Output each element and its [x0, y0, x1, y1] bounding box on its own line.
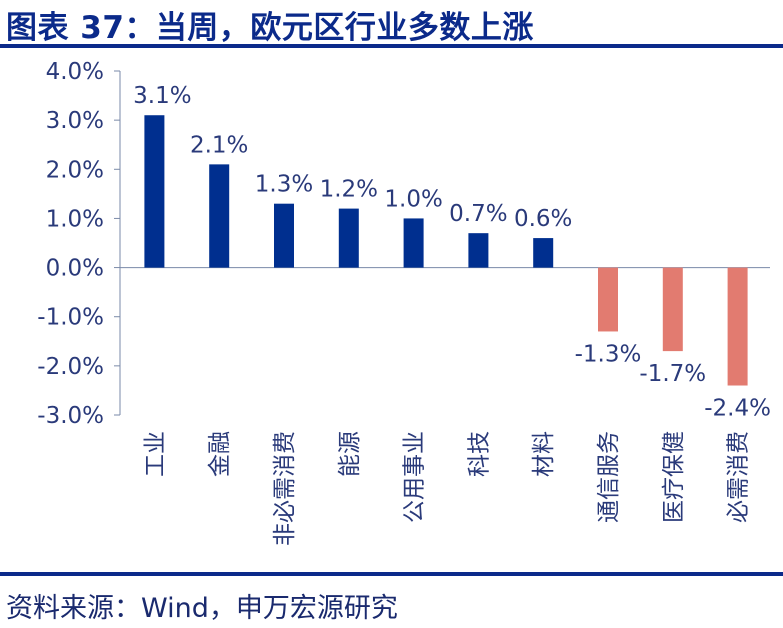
bar-chart: 4.0% 3.0% 2.0% 1.0% 0.0% -1.0% -2.0% -3.0% 3.1%… [37, 59, 771, 546]
category-label: 公用事业 [402, 431, 428, 523]
data-label: -2.4% [704, 396, 771, 422]
data-label: 3.1% [133, 83, 191, 109]
data-label: 1.2% [320, 177, 378, 203]
footer-divider [0, 572, 783, 576]
data-label: -1.3% [575, 341, 642, 367]
y-tick-label: 2.0% [46, 157, 104, 183]
data-label: 1.3% [255, 172, 313, 198]
chart-title: 图表 37：当周，欧元区行业多数上涨 [6, 10, 534, 46]
title-divider [0, 44, 783, 48]
y-tick-label: -3.0% [37, 403, 104, 429]
bar [338, 208, 359, 268]
data-label: 1.0% [384, 186, 442, 212]
data-label: 2.1% [190, 132, 248, 158]
bar [662, 267, 683, 352]
category-label: 必需消费 [726, 431, 752, 523]
category-label: 非必需消费 [272, 431, 298, 546]
bar [274, 203, 294, 268]
y-tick-label: -2.0% [37, 354, 104, 380]
category-label: 医疗保健 [661, 431, 687, 523]
bar [533, 238, 554, 268]
bar [403, 218, 424, 268]
category-label: 能源 [337, 431, 363, 477]
y-tick-label: 4.0% [46, 59, 104, 85]
label-layer: 3.1% 工业 2.1% 金融 1.3% 非必需消费 1.2% 能源 1.0% 公用事业 0.7% 科… [133, 83, 771, 546]
data-label: -1.7% [639, 361, 706, 387]
bar [209, 164, 230, 268]
bar [144, 115, 165, 268]
y-tick-label: 0.0% [46, 256, 104, 282]
data-label: 0.7% [449, 201, 507, 227]
y-tick-label: 3.0% [46, 108, 104, 134]
category-label: 金融 [207, 431, 233, 477]
category-label: 材料 [531, 431, 557, 477]
category-label: 工业 [142, 431, 168, 477]
bar [727, 267, 748, 386]
source-note: 资料来源：Wind，申万宏源研究 [6, 593, 398, 624]
y-tick-label: -1.0% [37, 305, 104, 331]
category-label: 通信服务 [596, 431, 622, 523]
bar-layer [144, 115, 748, 386]
bar [468, 233, 489, 268]
data-label: 0.6% [514, 206, 572, 232]
y-tick-label: 1.0% [46, 206, 104, 232]
bar [598, 267, 618, 332]
category-label: 科技 [466, 431, 492, 477]
